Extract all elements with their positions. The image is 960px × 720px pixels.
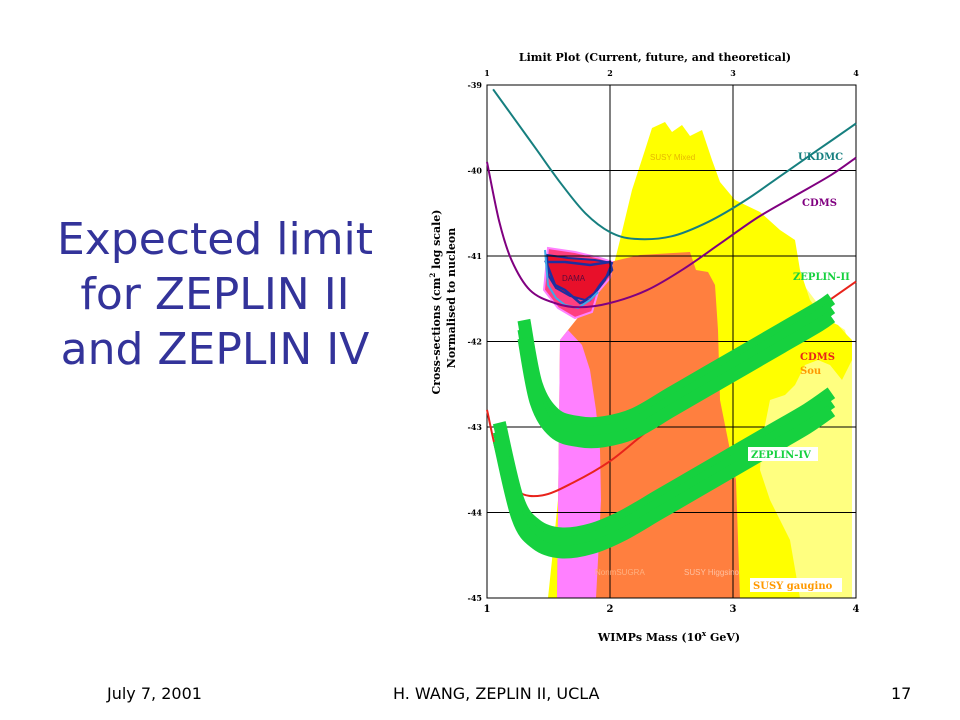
x-tick-top-label: 4	[853, 68, 859, 78]
chart-title: Limit Plot (Current, future, and theoret…	[519, 51, 791, 64]
slide-title: Expected limit for ZEPLIN II and ZEPLIN …	[20, 212, 410, 377]
title-line-1: Expected limit	[56, 214, 374, 265]
dama-blue-contour	[544, 260, 614, 305]
x-tick-top-label: 2	[607, 68, 613, 78]
nonmsugra-label: NonmSUGRA	[595, 568, 645, 577]
zeplin-iv-band-line-2	[492, 396, 836, 550]
y-tick-label: -45	[468, 593, 482, 603]
cdms-soudan-label-2: Sou	[800, 366, 821, 377]
y-tick-label: -41	[468, 251, 482, 261]
y-tick-label: -40	[468, 166, 483, 176]
footer-page-number: 17	[891, 684, 912, 703]
susy-gaugino-label-bg	[750, 578, 842, 592]
x-tick-label: 3	[730, 604, 737, 615]
y-tick-label: -44	[468, 508, 483, 518]
zeplin4-label: ZEPLIN-IV	[751, 450, 811, 461]
x-tick-label: 2	[607, 604, 614, 615]
ukdmc-line	[492, 88, 857, 241]
footer-author: H. WANG, ZEPLIN II, UCLA	[393, 684, 600, 703]
zeplin-iv-band-line-1	[492, 387, 836, 541]
y-axis-label: Cross-sections (cm2 log scale)	[428, 209, 443, 394]
x-tick-top-label: 1	[484, 68, 490, 78]
x-axis-label: WIMPs Mass (10x GeV)	[597, 629, 740, 644]
susy-mixed-label: SUSY Mixed	[650, 153, 695, 162]
x-tick-label: 4	[853, 604, 860, 615]
cdms-line	[486, 156, 857, 309]
susy-higgsino-label: SUSY Higgsino	[684, 568, 740, 577]
susy-gaugino-label: SUSY gaugino	[753, 581, 833, 592]
y-axis-label-line-2: Normalised to nucleon	[445, 228, 458, 368]
zeplin4-label-bg	[748, 447, 818, 461]
footer-date: July 7, 2001	[107, 684, 202, 703]
ukdmc-label: UKDMC	[798, 152, 843, 163]
cdms-soudan-label-1: CDMS	[800, 352, 835, 363]
y-tick-label: -42	[468, 337, 482, 347]
title-line-3: and ZEPLIN IV	[60, 324, 370, 375]
y-tick-label: -39	[468, 80, 483, 90]
dama-label: DAMA	[562, 274, 586, 283]
title-line-2: for ZEPLIN II	[80, 269, 350, 320]
zeplin2-label: ZEPLIN-II	[793, 272, 850, 283]
x-tick-label: 1	[484, 604, 491, 615]
y-tick-label: -43	[468, 422, 483, 432]
cdms-label: CDMS	[802, 198, 837, 209]
zeplin-ii-band-line-3	[517, 311, 836, 449]
x-tick-top-label: 3	[730, 68, 736, 78]
